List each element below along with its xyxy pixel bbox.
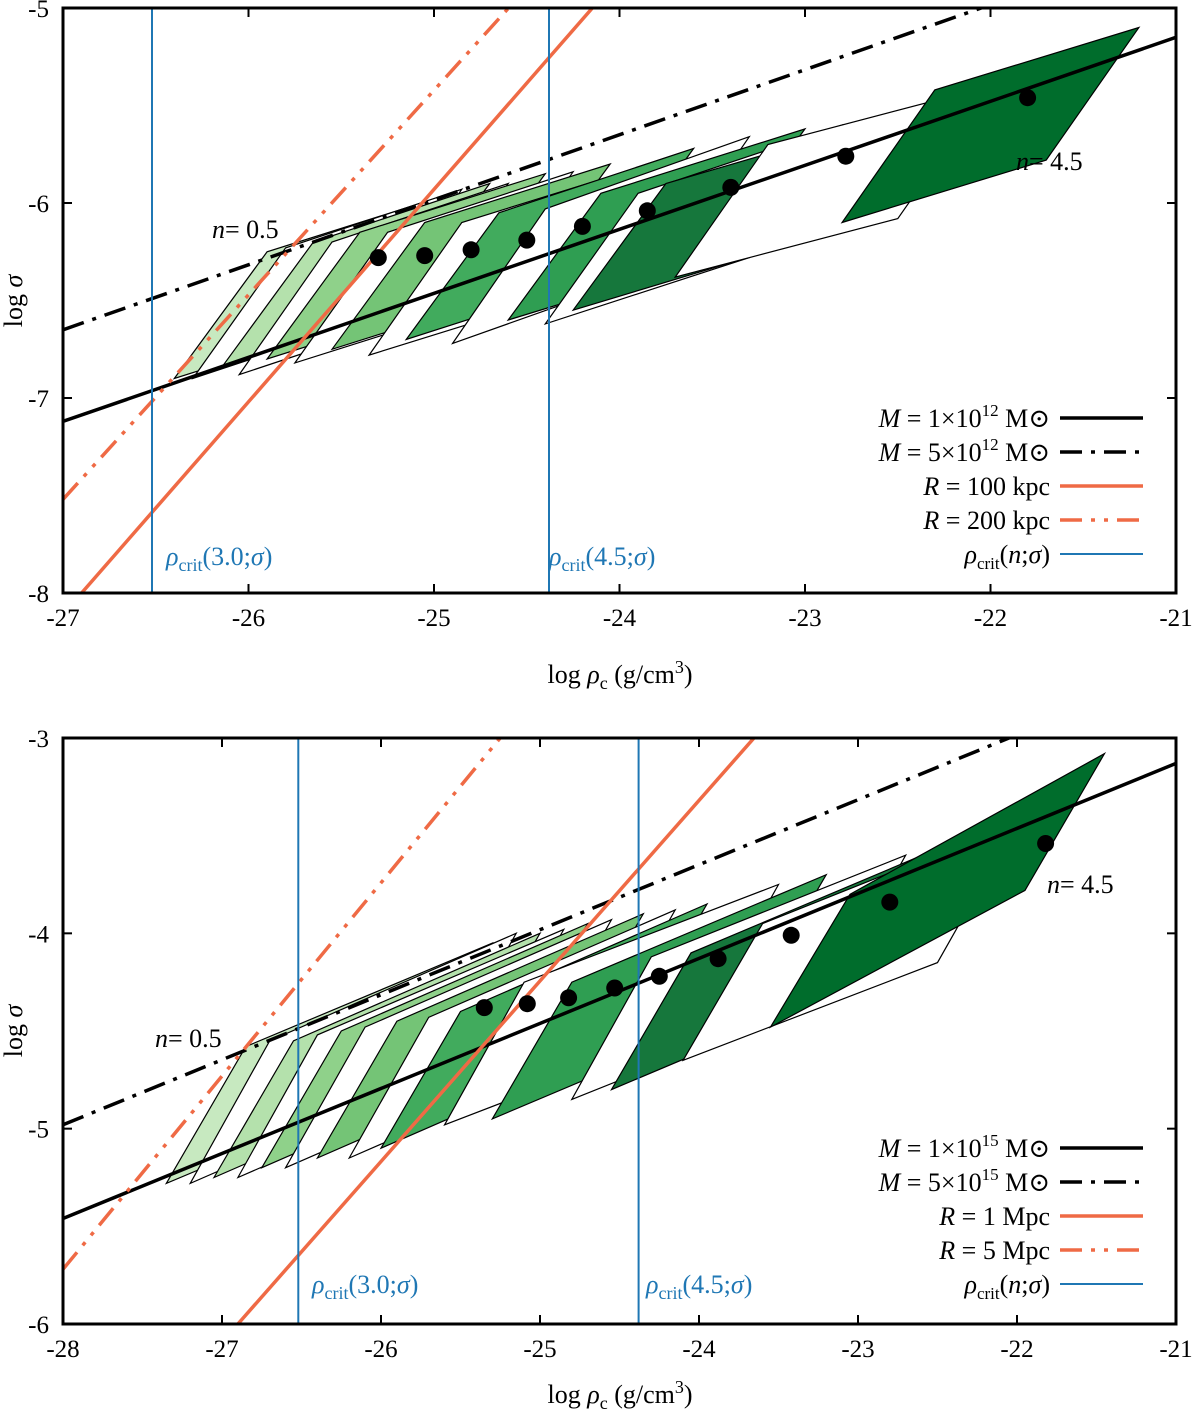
axis-ticks: -28 -27 -26 -25 -24 -23 -22 -21 -6 -5 -4 -3 [28,726,1192,1363]
legend-label: R = 100 kpc [922,472,1050,501]
data-point [518,995,536,1013]
crit-label-3: ρcrit(3.0;σ) [311,1270,418,1303]
x-tick-label: -24 [603,605,637,632]
legend-entry: ρcrit(n;σ) [963,1270,1143,1303]
crit-label-3: ρcrit(3.0;σ) [165,542,272,575]
data-point [462,241,480,259]
legend-label: ρcrit(n;σ) [963,540,1050,573]
x-tick-label: -21 [1159,605,1192,632]
legend: M = 1×1015 M⊙M = 5×1015 M⊙ R = 1 Mpc R = 5… [878,1131,1143,1303]
annotation-n-low: n= 0.5 [155,1024,222,1053]
data-point [638,202,656,220]
data-point [573,217,591,235]
x-tick-label: -27 [46,605,79,632]
chart-top-panel: -27 -26 -25 -24 -23 -22 -21 -8 -7 -6 -5 log σ log … [0,0,1193,693]
legend-label: R = 5 Mpc [938,1236,1050,1265]
legend-entry: M = 1×1015 M⊙ [878,1131,1143,1163]
data-point [881,893,899,911]
legend-entry: M = 1×1012 M⊙ [878,401,1143,433]
annotation-n-low: n= 0.5 [212,215,279,244]
data-point [475,999,493,1017]
data-point [722,178,740,196]
x-axis-label: log ρc (g/cm3) [547,1377,692,1413]
legend-label: M = 5×1012 M⊙ [878,435,1050,467]
y-tick-label: -3 [28,726,49,753]
data-point [560,989,578,1007]
parameter-bands [164,752,1107,1185]
chart-bottom-panel: -28 -27 -26 -25 -24 -23 -22 -21 -6 -5 -4 -3 log σ l… [0,726,1193,1413]
data-point [650,967,668,985]
series-line-3 [63,738,503,1271]
data-points [369,89,1037,267]
data-point [369,249,387,267]
series-line-2 [80,8,595,593]
data-point [709,950,727,968]
y-axis-label: log σ [0,1004,28,1058]
series-line-1 [63,8,987,332]
legend-label: M = 5×1015 M⊙ [878,1165,1050,1197]
x-axis-label: log ρc (g/cm3) [547,657,692,693]
legend-entry: R = 200 kpc [922,506,1143,535]
y-tick-label: -6 [28,1312,49,1339]
x-tick-label: -28 [46,1336,79,1363]
legend-label: R = 1 Mpc [938,1202,1050,1231]
data-point [518,231,536,249]
y-tick-label: -5 [28,1117,49,1144]
series-line-2 [236,738,757,1324]
legend-entry: ρcrit(n;σ) [963,540,1143,573]
y-tick-label: -5 [28,0,49,23]
data-point [782,926,800,944]
parameter-bands [172,26,1141,380]
legend-entry: M = 5×1012 M⊙ [878,435,1143,467]
y-tick-label: -6 [28,191,49,218]
crit-label-45: ρcrit(4.5;σ) [548,542,655,575]
y-axis-label: log σ [0,274,28,328]
x-tick-label: -25 [417,605,450,632]
legend-label: M = 1×1015 M⊙ [878,1131,1050,1163]
data-point [1019,89,1037,107]
series-line-0 [63,35,1176,424]
x-tick-label: -23 [841,1336,874,1363]
crit-label-45: ρcrit(4.5;σ) [645,1270,752,1303]
legend-entry: R = 5 Mpc [938,1236,1143,1265]
plot-frame [61,736,1178,1326]
data-point [416,247,434,265]
legend-label: R = 200 kpc [922,506,1050,535]
legend-entry: R = 100 kpc [922,472,1143,501]
data-point [606,979,624,997]
y-tick-label: -7 [28,386,49,413]
curves [63,8,1176,593]
x-tick-label: -27 [205,1336,238,1363]
y-tick-label: -8 [28,581,49,608]
x-tick-label: -26 [232,605,265,632]
data-points [475,835,1055,1017]
legend: M = 1×1012 M⊙M = 5×1012 M⊙ R = 100 kpc R =… [878,401,1143,573]
x-tick-label: -26 [364,1336,397,1363]
legend-entry: M = 5×1015 M⊙ [878,1165,1143,1197]
x-tick-label: -23 [788,605,821,632]
legend-entry: R = 1 Mpc [938,1202,1143,1231]
annotation-n-high: n= 4.5 [1016,147,1083,176]
data-point [837,147,855,165]
x-tick-label: -22 [974,605,1007,632]
data-point [1037,835,1055,852]
x-tick-label: -24 [682,1336,716,1363]
x-tick-label: -21 [1159,1336,1192,1363]
legend-label: M = 1×1012 M⊙ [878,401,1050,433]
x-tick-label: -25 [523,1336,556,1363]
legend-label: ρcrit(n;σ) [963,1270,1050,1303]
axis-ticks: -27 -26 -25 -24 -23 -22 -21 -8 -7 -6 -5 [28,0,1192,632]
annotation-n-high: n= 4.5 [1047,870,1114,899]
y-tick-label: -4 [28,921,49,948]
x-tick-label: -22 [1000,1336,1033,1363]
band-n-4-5-filled [768,752,1107,1029]
